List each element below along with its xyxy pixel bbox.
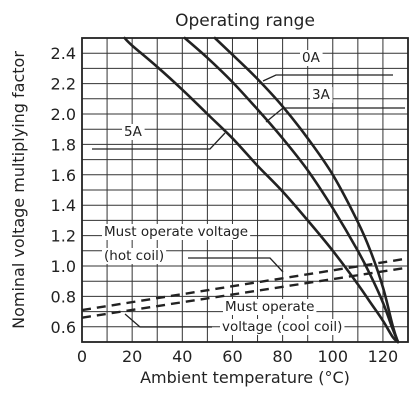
x-tick-label: 120 (368, 347, 399, 366)
y-tick-label: 0.6 (51, 318, 76, 337)
leader-0a (262, 74, 393, 82)
x-axis-label: Ambient temperature (°C) (140, 368, 350, 387)
x-tick-label: 0 (77, 347, 87, 366)
y-tick-label: 1.0 (51, 257, 76, 276)
y-tick-label: 2.0 (51, 105, 76, 124)
x-tick-label: 20 (122, 347, 142, 366)
y-tick-label: 0.8 (51, 287, 76, 306)
axis-ticks: 0 20 40 60 80 100 120 0.6 0.8 1.0 1.2 1.4 1.6 1.8 2.0 2… (51, 44, 399, 366)
y-tick-label: 2.2 (51, 75, 76, 94)
y-axis-label: Nominal voltage multiplying factor (9, 51, 28, 329)
dashed-line-cool-coil (81, 266, 409, 319)
y-tick-label: 1.6 (51, 166, 76, 185)
label-cool-coil-line2: voltage (cool coil) (222, 319, 342, 335)
curve-3a (183, 36, 400, 344)
x-tick-label: 60 (222, 347, 242, 366)
y-tick-label: 1.2 (51, 227, 76, 246)
label-0a: 0A (302, 50, 321, 66)
curve-0a (213, 36, 400, 344)
y-tick-label: 1.8 (51, 135, 76, 154)
leader-hot-coil (188, 257, 284, 273)
chart-title: Operating range (175, 11, 315, 31)
leader-5a (92, 132, 226, 150)
label-hot-coil-line1: Must operate voltage (104, 224, 248, 240)
label-hot-coil-line2: (hot coil) (104, 248, 164, 264)
curve-5a (123, 36, 400, 344)
y-tick-label: 2.4 (51, 44, 76, 63)
label-3a: 3A (312, 87, 331, 103)
annotations: 0A 3A 5A Must operate voltage (hot coil) Must… (92, 50, 405, 335)
x-tick-label: 100 (317, 347, 348, 366)
label-5a: 5A (124, 124, 143, 140)
plot-frame (81, 37, 409, 343)
leader-3a (265, 107, 405, 123)
grid-lines (82, 38, 408, 342)
x-tick-label: 40 (172, 347, 192, 366)
dashed-line-hot-coil (81, 257, 409, 312)
leader-cool-coil (124, 313, 212, 328)
label-cool-coil-line1: Must operate (225, 299, 314, 315)
y-tick-label: 1.4 (51, 196, 76, 215)
series-curves (81, 36, 409, 344)
x-tick-label: 80 (272, 347, 292, 366)
